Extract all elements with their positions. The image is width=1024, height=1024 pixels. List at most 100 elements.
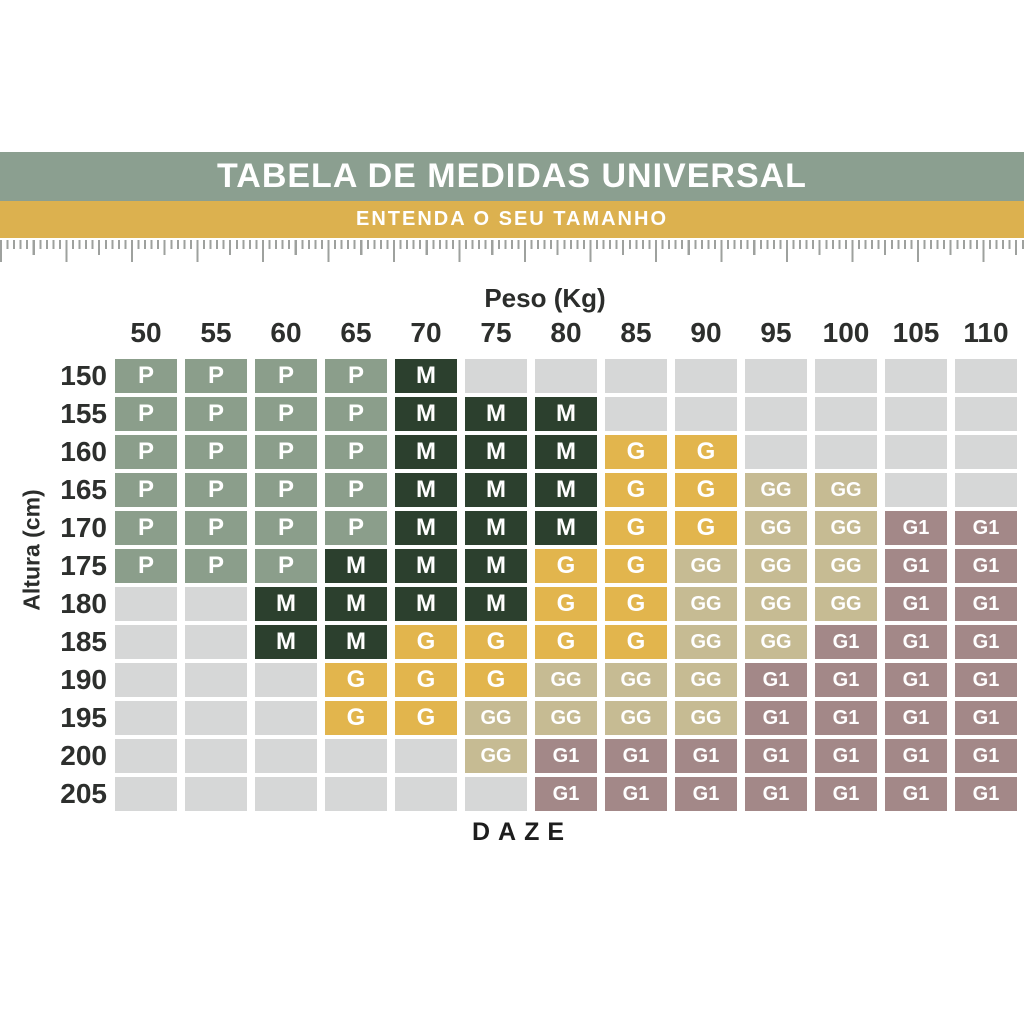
size-cell-GG-h175-w100: GG	[815, 549, 877, 583]
size-cell-GG-h185-w95: GG	[745, 625, 807, 659]
size-cell-G-h165-w90: G	[675, 473, 737, 507]
col-header-85: 85	[620, 317, 652, 348]
size-cell-P-h150-w50: P	[115, 359, 177, 393]
size-cell-M-h180-w60: M	[255, 587, 317, 621]
size-cell-P-h160-w50: P	[115, 435, 177, 469]
size-cell-P-h170-w55: P	[185, 511, 247, 545]
size-cell-P-h160-w65: P	[325, 435, 387, 469]
size-cell-M-h180-w75: M	[465, 587, 527, 621]
empty-cell-h165-w105	[885, 473, 947, 507]
size-cell-GG-h190-w90: GG	[675, 663, 737, 697]
size-cell-GG-h165-w100: GG	[815, 473, 877, 507]
size-cell-G1-h190-w110: G1	[955, 663, 1017, 697]
size-cell-G-h185-w70: G	[395, 625, 457, 659]
row-label-170: 170	[60, 512, 107, 543]
empty-cell-h155-w95	[745, 397, 807, 431]
size-cell-P-h155-w65: P	[325, 397, 387, 431]
page-title: TABELA DE MEDIDAS UNIVERSAL	[217, 157, 807, 195]
empty-cell-h150-w100	[815, 359, 877, 393]
size-cell-G-h190-w70: G	[395, 663, 457, 697]
row-label-160: 160	[60, 436, 107, 467]
empty-cell-h200-w50	[115, 739, 177, 773]
size-cell-G-h170-w90: G	[675, 511, 737, 545]
size-cell-G1-h190-w105: G1	[885, 663, 947, 697]
size-cell-GG-h170-w95: GG	[745, 511, 807, 545]
size-cell-G1-h200-w95: G1	[745, 739, 807, 773]
empty-cell-h185-w50	[115, 625, 177, 659]
row-label-205: 205	[60, 778, 107, 809]
size-cell-G1-h170-w110: G1	[955, 511, 1017, 545]
col-header-70: 70	[410, 317, 442, 348]
size-cell-G1-h195-w105: G1	[885, 701, 947, 735]
size-cell-G1-h185-w110: G1	[955, 625, 1017, 659]
title-banner: TABELA DE MEDIDAS UNIVERSAL	[0, 152, 1024, 201]
size-cell-G1-h200-w90: G1	[675, 739, 737, 773]
size-cell-G1-h205-w110: G1	[955, 777, 1017, 811]
row-label-200: 200	[60, 740, 107, 771]
col-header-50: 50	[130, 317, 162, 348]
col-header-100: 100	[822, 317, 870, 348]
size-cell-M-h170-w80: M	[535, 511, 597, 545]
size-cell-M-h180-w65: M	[325, 587, 387, 621]
empty-cell-h150-w110	[955, 359, 1017, 393]
size-cell-G1-h205-w95: G1	[745, 777, 807, 811]
size-cell-P-h165-w65: P	[325, 473, 387, 507]
size-cell-G1-h205-w100: G1	[815, 777, 877, 811]
size-cell-G1-h190-w95: G1	[745, 663, 807, 697]
empty-cell-h205-w55	[185, 777, 247, 811]
empty-cell-h155-w105	[885, 397, 947, 431]
size-cell-GG-h195-w85: GG	[605, 701, 667, 735]
size-cell-M-h175-w65: M	[325, 549, 387, 583]
size-cell-G1-h200-w110: G1	[955, 739, 1017, 773]
empty-cell-h150-w85	[605, 359, 667, 393]
size-cell-M-h160-w70: M	[395, 435, 457, 469]
size-grid: 150 P P P P M 155 P P P P M M M 160 P P P P M M M G G 165 P P P P M M M…	[47, 359, 1017, 811]
size-table: 50 55 60 65 70 75 80 85 90 95 100 105 110 150 P P P P M 15…	[47, 316, 1017, 811]
empty-cell-h160-w105	[885, 435, 947, 469]
size-cell-P-h175-w55: P	[185, 549, 247, 583]
subtitle-banner: ENTENDA O SEU TAMANHO	[0, 201, 1024, 238]
size-cell-G1-h205-w80: G1	[535, 777, 597, 811]
size-cell-P-h150-w65: P	[325, 359, 387, 393]
empty-cell-h200-w65	[325, 739, 387, 773]
size-cell-GG-h195-w90: GG	[675, 701, 737, 735]
size-cell-G1-h200-w100: G1	[815, 739, 877, 773]
empty-cell-h205-w60	[255, 777, 317, 811]
empty-cell-h155-w90	[675, 397, 737, 431]
size-cell-P-h155-w50: P	[115, 397, 177, 431]
empty-cell-h160-w100	[815, 435, 877, 469]
size-cell-GG-h195-w75: GG	[465, 701, 527, 735]
size-cell-M-h165-w75: M	[465, 473, 527, 507]
col-header-55: 55	[200, 317, 232, 348]
size-cell-P-h160-w60: P	[255, 435, 317, 469]
size-cell-G1-h185-w105: G1	[885, 625, 947, 659]
row-label-175: 175	[60, 550, 107, 581]
size-cell-M-h175-w75: M	[465, 549, 527, 583]
size-cell-GG-h180-w100: GG	[815, 587, 877, 621]
size-cell-M-h160-w75: M	[465, 435, 527, 469]
size-cell-P-h165-w50: P	[115, 473, 177, 507]
empty-cell-h155-w110	[955, 397, 1017, 431]
size-cell-G1-h200-w85: G1	[605, 739, 667, 773]
size-cell-P-h170-w50: P	[115, 511, 177, 545]
empty-cell-h150-w105	[885, 359, 947, 393]
empty-cell-h160-w95	[745, 435, 807, 469]
empty-cell-h200-w55	[185, 739, 247, 773]
size-cell-M-h175-w70: M	[395, 549, 457, 583]
size-cell-GG-h170-w100: GG	[815, 511, 877, 545]
weight-header-row: 50 55 60 65 70 75 80 85 90 95 100 105 110	[47, 316, 1017, 350]
size-cell-GG-h185-w90: GG	[675, 625, 737, 659]
size-cell-M-h155-w70: M	[395, 397, 457, 431]
y-axis-title: Altura (cm)	[18, 489, 45, 611]
empty-cell-h155-w100	[815, 397, 877, 431]
size-cell-P-h175-w60: P	[255, 549, 317, 583]
empty-cell-h180-w50	[115, 587, 177, 621]
size-cell-G-h185-w75: G	[465, 625, 527, 659]
size-cell-GG-h190-w85: GG	[605, 663, 667, 697]
size-cell-M-h160-w80: M	[535, 435, 597, 469]
empty-cell-h165-w110	[955, 473, 1017, 507]
row-label-155: 155	[60, 398, 107, 429]
empty-cell-h160-w110	[955, 435, 1017, 469]
x-axis-title: Peso (Kg)	[484, 283, 606, 313]
empty-cell-h150-w75	[465, 359, 527, 393]
